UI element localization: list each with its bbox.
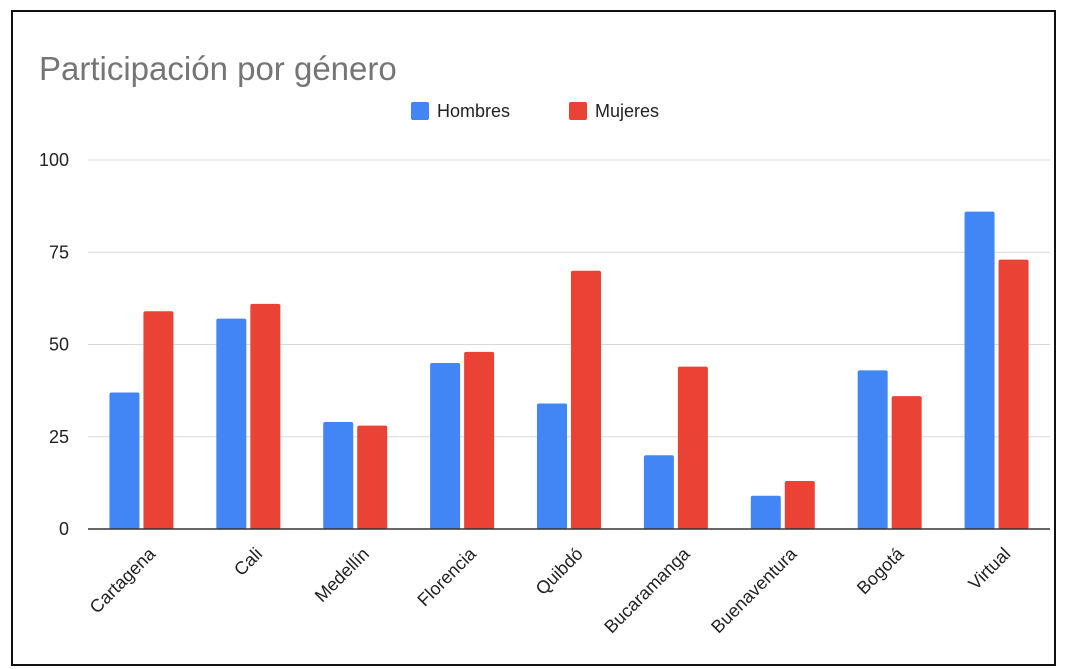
bar-hombres-virtual (964, 211, 995, 529)
gridlines (88, 159, 1050, 438)
legend-label-hombres: Hombres (437, 101, 510, 121)
x-tick-label: Bucaramanga (600, 543, 694, 637)
y-tick-label: 50 (49, 335, 69, 355)
y-tick-label: 0 (59, 519, 69, 539)
bar-hombres-cali (216, 318, 247, 529)
y-tick-label: 100 (39, 150, 69, 170)
x-axis: Cartagena Cali Medellín Florencia Quibdó Buca… (86, 528, 1050, 637)
x-tick-label: Bogotá (853, 543, 908, 598)
x-tick-label: Quibdó (532, 544, 587, 599)
y-axis: 0 25 50 75 100 (39, 150, 69, 539)
legend-label-mujeres: Mujeres (595, 101, 659, 121)
legend-swatch-mujeres (569, 102, 587, 120)
bar-mujeres-florencia (464, 351, 495, 529)
x-tick-label: Florencia (413, 543, 480, 610)
x-tick-label: Cartagena (86, 543, 160, 617)
bar-mujeres-bogotá (891, 396, 922, 529)
bar-hombres-buenaventura (750, 495, 781, 529)
bar-hombres-medellín (323, 421, 354, 529)
bar-hombres-bogotá (857, 370, 888, 529)
bar-hombres-quibdó (537, 403, 567, 529)
y-tick-label: 75 (49, 242, 69, 262)
x-tick-label: Medellín (311, 544, 373, 606)
chart-title: Participación por género (39, 50, 397, 87)
bar-hombres-cartagena (109, 392, 140, 529)
bar-mujeres-buenaventura (784, 481, 815, 529)
x-tick-label: Buenaventura (707, 543, 801, 637)
bar-hombres-bucaramanga (643, 455, 674, 529)
legend-swatch-hombres (411, 102, 429, 120)
bar-mujeres-virtual (998, 259, 1029, 529)
bar-hombres-florencia (430, 362, 461, 529)
bar-mujeres-cartagena (143, 311, 174, 529)
x-tick-label: Cali (230, 544, 266, 580)
bars (109, 211, 1029, 529)
bar-mujeres-cali (250, 303, 281, 529)
x-tick-label: Virtual (964, 544, 1014, 594)
bar-mujeres-quibdó (571, 270, 601, 529)
bar-chart: Participación por género Hombres Mujeres … (39, 50, 1050, 637)
bar-mujeres-medellín (357, 425, 388, 529)
legend: Hombres Mujeres (411, 101, 659, 121)
chart-frame: Participación por género Hombres Mujeres … (11, 10, 1056, 666)
y-tick-label: 25 (49, 427, 69, 447)
bar-mujeres-bucaramanga (677, 366, 708, 529)
